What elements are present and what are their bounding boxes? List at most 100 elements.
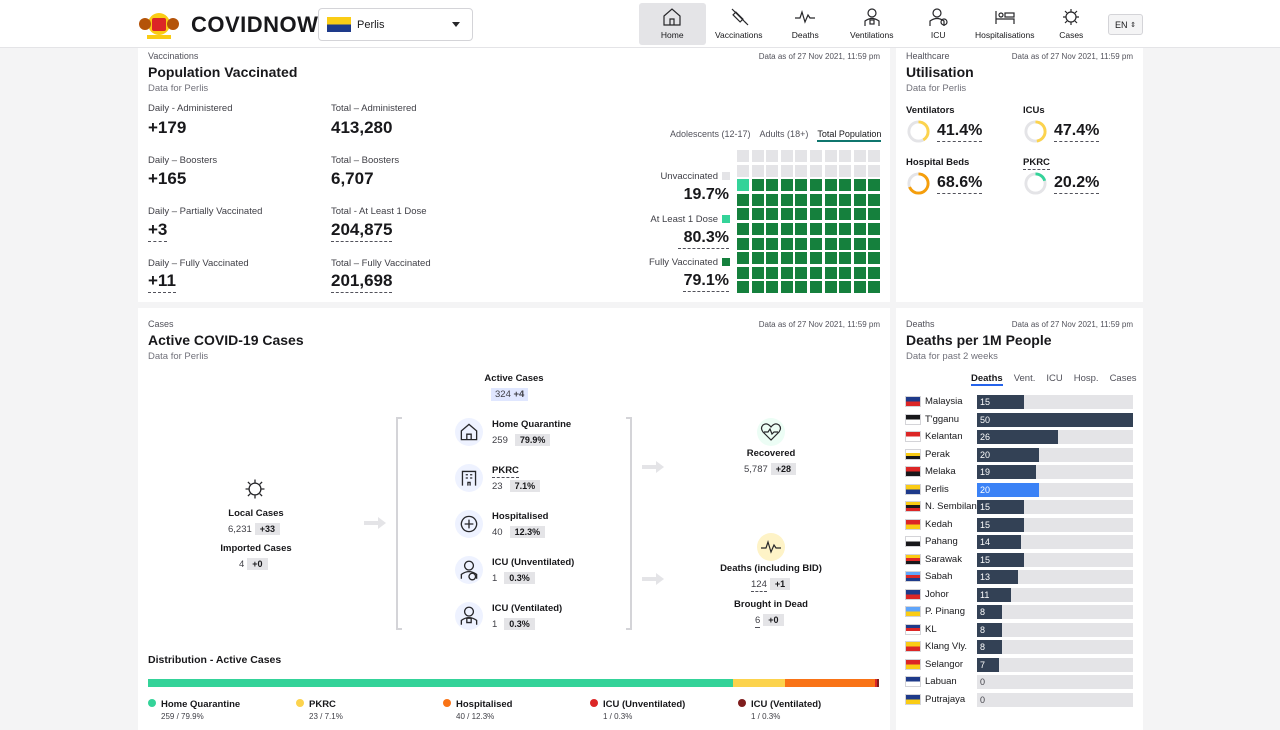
state-death-row[interactable]: Pahang 14 [905,535,1134,549]
building-icon [461,470,477,486]
state-name: T'gganu [925,413,960,425]
brand-name[interactable]: COVIDNOW [191,12,319,37]
state-death-row[interactable]: Perlis 20 [905,482,1134,497]
state-death-row[interactable]: Klang Vly. 8 [905,640,1134,654]
state-death-row[interactable]: Selangor 7 [905,657,1134,672]
waffle-cell [853,252,866,265]
state-death-row[interactable]: Putrajaya 0 [905,692,1134,707]
tab-adults[interactable]: Adults (18+) [759,129,809,139]
stat-value[interactable]: 201,698 [331,271,393,293]
state-death-row[interactable]: N. Sembilan 15 [905,500,1134,514]
nav-deaths[interactable]: Deaths [772,3,839,45]
bar-track: 15 [977,500,1133,514]
state-name: Labuan [925,676,957,687]
tab-icu[interactable]: ICU [1046,373,1063,384]
state-death-row[interactable]: Sabah 13 [905,570,1134,584]
waffle-cell [766,237,779,250]
state-flag-icon [905,623,921,635]
stat-value: 6,707 [331,169,374,188]
waffle-cell [780,179,793,192]
waffle-cell [839,150,852,162]
stat-value[interactable]: +3 [148,220,168,242]
death-bar [977,500,1024,514]
waffle-cell [751,281,764,294]
stat-value[interactable]: 204,875 [331,220,393,242]
recovered-value: 5,787 +28 [744,463,797,475]
death-value: 8 [980,607,986,617]
tab-deaths[interactable]: Deaths [971,373,1003,386]
perlis-flag-icon [327,17,351,32]
utilisation-donut [1024,120,1047,143]
waffle-pct-fully[interactable]: 79.1% [683,272,729,292]
state-death-row[interactable]: Johor 11 [905,587,1134,602]
coat-of-arms-logo[interactable] [137,8,181,40]
nav-ventilations[interactable]: Ventilations [839,3,906,45]
waffle-cell [737,281,749,294]
nav-vaccinations[interactable]: Vaccinations [706,3,773,45]
waffle-pct-dose1[interactable]: 80.3% [678,229,729,249]
state-death-row[interactable]: KL 8 [905,622,1134,637]
nav-hospitalisations[interactable]: Hospitalisations [972,3,1039,45]
waffle-cell [795,266,808,279]
arrow-right-icon [642,461,664,473]
waffle-cell [780,266,793,279]
state-name: Klang Vly. [925,641,968,652]
waffle-cell [809,222,822,235]
as-of-date: Data as of 27 Nov 2021, 11:59 pm [758,320,880,329]
death-value: 15 [980,502,991,512]
waffle-cell [737,266,749,279]
state-death-row[interactable]: Malaysia 15 [905,395,1134,409]
sort-icon: ⇕ [1130,21,1136,29]
waffle-cell [737,193,749,206]
utilisation-value[interactable]: 68.6% [937,174,983,194]
language-select[interactable]: EN ⇕ [1108,14,1143,35]
state-dropdown[interactable]: Perlis [318,8,473,41]
state-death-row[interactable]: Kedah 15 [905,517,1134,532]
card-eyebrow: Healthcare [906,51,950,61]
tab-vent[interactable]: Vent. [1013,373,1036,384]
tab-adolescents[interactable]: Adolescents (12-17) [670,129,751,139]
utilisation-value[interactable]: 47.4% [1054,122,1100,142]
waffle-cell [766,193,779,206]
distribution-segment [784,679,875,687]
nav-home[interactable]: Home [639,3,706,45]
nav-icu[interactable]: ICU [905,3,972,45]
waffle-cell [839,252,852,265]
tab-cases[interactable]: Cases [1109,373,1137,384]
population-tabs: Adolescents (12-17) Adults (18+) Total P… [670,129,882,142]
legend-value: 1 / 0.3% [603,712,633,721]
waffle-cell [795,281,808,294]
state-death-row[interactable]: Labuan 0 [905,675,1134,689]
state-dropdown-value: Perlis [357,18,385,31]
state-death-row[interactable]: Melaka 19 [905,465,1134,479]
bed-icon [995,11,1015,24]
state-death-row[interactable]: Perak 20 [905,447,1134,462]
death-bar [977,622,1002,637]
utilisation-value[interactable]: 20.2% [1054,174,1100,194]
waffle-cell [868,222,881,235]
state-death-row[interactable]: P. Pinang 8 [905,605,1134,619]
bid-value: 6 +0 [755,614,784,628]
state-death-row[interactable]: T'gganu 50 [905,412,1134,427]
stat-label: Daily – Boosters [148,155,218,166]
utilisation-value[interactable]: 41.4% [937,122,983,142]
waffle-cell [824,164,837,177]
death-value: 19 [980,467,991,477]
death-bar [977,535,1021,549]
tab-hosp[interactable]: Hosp. [1073,373,1099,384]
state-death-row[interactable]: Kelantan 26 [905,430,1134,444]
waffle-cell [780,222,793,235]
icu-icon [929,8,948,26]
bid-label: Brought in Dead [734,599,808,610]
bar-track: 15 [977,552,1133,567]
tab-total-population[interactable]: Total Population [817,129,882,142]
waffle-cell [751,208,764,221]
nav-cases[interactable]: Cases [1038,3,1105,45]
state-name: Melaka [925,466,956,477]
stat-value[interactable]: +11 [148,271,176,293]
bar-track: 8 [977,605,1133,619]
flow-value: 40 12.3% [492,526,546,538]
waffle-cell [766,150,779,162]
state-death-row[interactable]: Sarawak 15 [905,552,1134,567]
pulse-icon [795,10,816,24]
